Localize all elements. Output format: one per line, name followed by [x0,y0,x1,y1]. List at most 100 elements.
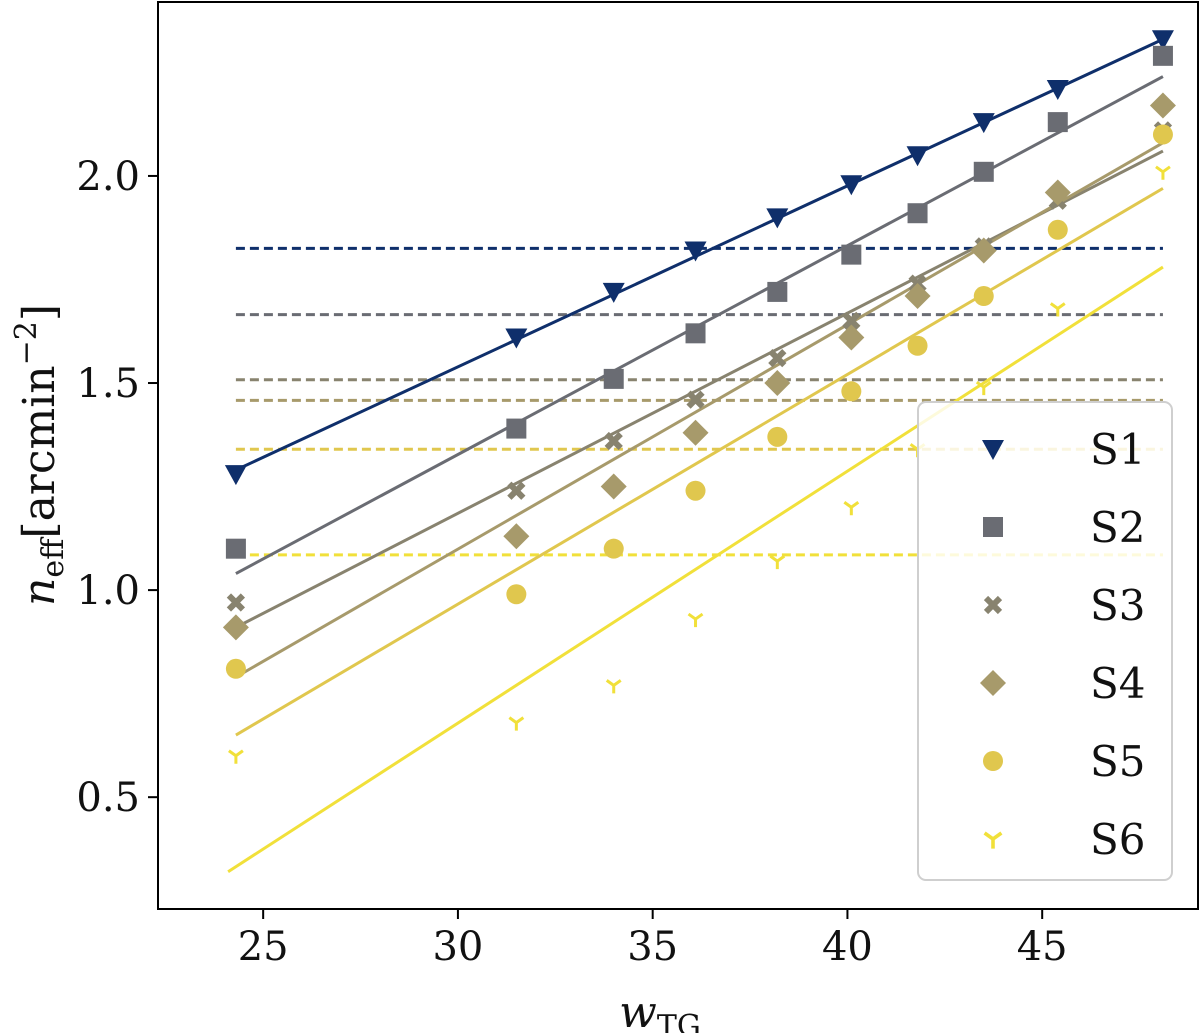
fit-line-s4 [235,141,1164,679]
legend-marker-s1 [982,440,1004,460]
data-point-s3 [226,593,246,612]
x-tick-label: 30 [432,924,483,970]
y-axis-label-unit-exponent: −2 [9,321,44,365]
y-tick-label: 0.5 [76,775,140,821]
data-point-s2 [225,538,246,559]
data-point-s2 [973,161,994,182]
data-point-s5 [225,658,246,679]
legend-items: S1 S2 S3 S4 S5 S6 [980,425,1146,864]
fit-line-s5 [235,187,1164,737]
x-tick-label: 35 [627,924,678,970]
axis-ticks: 25 30 35 40 45 0.5 1.0 1.5 2.0 [76,154,1067,970]
x-tick-label: 45 [1017,924,1068,970]
legend-label-s5: S5 [1090,737,1146,786]
legend-marker-s6 [983,831,1003,849]
data-point-s5 [973,286,994,307]
x-axis-label-sub: TG [657,1009,701,1033]
axes-frame [157,1,1199,910]
data-point-s6 [1049,302,1066,317]
legend-item-s2: S2 [983,503,1146,552]
data-point-s1 [505,328,528,349]
legend-label-s2: S2 [1090,503,1146,552]
legend-item-s3: S3 [983,581,1146,630]
legend-marker-s5 [983,751,1003,771]
y-axis-label-unit-close: ] [14,304,65,321]
data-point-s6 [605,679,622,694]
data-point-s5 [1047,219,1068,240]
data-point-s3 [842,311,861,331]
data-point-s2 [1047,112,1068,133]
data-point-s4 [904,283,931,310]
data-point-s5 [907,335,928,356]
x-axis-label: wTG [619,987,701,1033]
legend-label-s6: S6 [1090,815,1146,864]
data-point-s1 [224,465,247,486]
y-tick-label: 1.5 [76,361,140,407]
data-point-s1 [766,208,789,229]
data-point-s5 [506,584,527,605]
legend-marker-s2 [983,517,1003,537]
data-point-s5 [841,381,862,402]
x-axis-label-main: w [619,987,657,1033]
x-tick-label: 40 [822,924,873,970]
y-axis-label-sub: eff [36,536,71,578]
data-point-s3 [507,481,526,500]
data-point-s5 [603,538,624,559]
x-tick-label: 25 [238,924,289,970]
legend-item-s4: S4 [980,659,1146,708]
y-axis-label: neff[arcmin−2] [9,304,71,606]
data-point-s6 [975,380,992,396]
data-point-s4 [222,614,249,641]
legend: S1 S2 S3 S4 S5 S6 [917,401,1173,881]
data-point-s6 [1155,165,1171,180]
legend-label-s1: S1 [1090,425,1146,474]
data-point-s4 [970,237,997,264]
legend-marker-s4 [980,670,1006,696]
legend-item-s1: S1 [982,425,1146,474]
fit-line-s6 [227,265,1164,873]
data-point-s6 [769,554,786,570]
data-point-s3 [768,349,787,368]
data-point-s6 [843,501,860,516]
legend-label-s3: S3 [1090,581,1146,630]
data-point-s2 [1152,45,1173,66]
legend-marker-s3 [983,595,1003,615]
data-point-s2 [603,368,624,389]
series-s5 [225,124,1173,679]
fit-line-s1 [235,37,1164,472]
data-point-s1 [684,241,707,262]
data-point-s2 [767,281,788,302]
y-axis-label-main: n [14,578,65,606]
data-point-s4 [600,473,627,500]
data-point-s4 [1044,179,1071,206]
data-point-s6 [687,612,704,628]
data-point-s5 [1152,124,1173,145]
series-s2 [225,45,1173,559]
data-point-s4 [1149,92,1176,119]
legend-item-s6: S6 [983,815,1146,864]
data-point-s6 [228,749,244,764]
series-s4 [222,92,1176,641]
legend-box [917,401,1173,881]
data-point-s4 [838,324,865,351]
data-point-s5 [767,426,788,447]
data-point-s5 [685,480,706,501]
plot-content [222,30,1176,873]
data-point-s1 [972,113,995,134]
legend-item-s5: S5 [983,737,1146,786]
data-point-s2 [506,418,527,439]
data-point-s1 [840,175,863,196]
legend-label-s4: S4 [1090,659,1146,708]
data-point-s2 [907,203,928,224]
y-tick-label: 2.0 [76,154,140,200]
series-s1 [224,30,1174,486]
data-point-s6 [508,716,525,731]
data-point-s3 [686,390,705,409]
data-point-s1 [906,146,929,167]
data-point-s4 [764,370,791,397]
data-point-s1 [1046,79,1069,100]
y-tick-label: 1.0 [76,568,140,614]
data-point-s3 [604,431,623,451]
data-point-s1 [602,282,625,303]
